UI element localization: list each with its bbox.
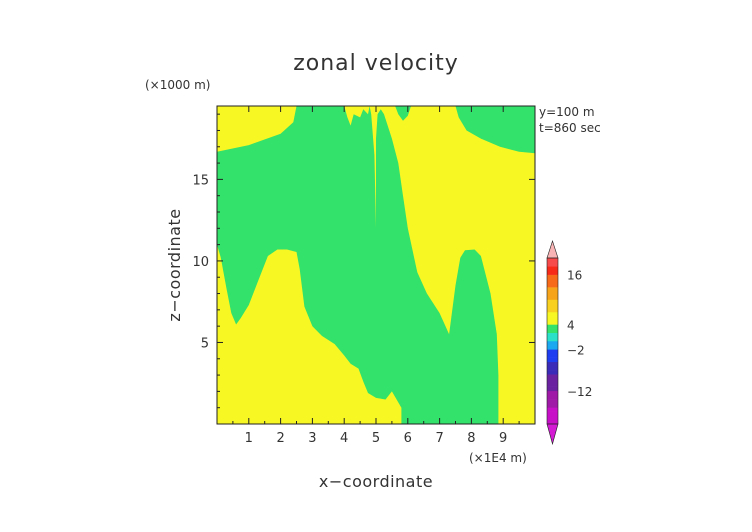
- colorbar-tick-label: −2: [567, 343, 585, 357]
- colorbar-tick-label: 16: [567, 269, 582, 283]
- colorbar-band: [547, 303, 558, 309]
- colorbar-band: [547, 262, 558, 267]
- colorbar-band: [547, 266, 558, 271]
- colorbar-band: [547, 407, 558, 412]
- y-tick-label: 15: [192, 173, 209, 188]
- x-tick-label: 5: [372, 431, 380, 446]
- colorbar-tick-label: 4: [567, 318, 575, 332]
- colorbar: [546, 240, 559, 446]
- x-tick-label: 8: [467, 431, 475, 446]
- colorbar-band: [547, 320, 558, 325]
- colorbar-band: [547, 386, 558, 392]
- region-green-1: [376, 109, 499, 424]
- colorbar-band: [547, 399, 558, 404]
- colorbar-band: [547, 311, 558, 317]
- colorbar-band: [547, 278, 558, 284]
- x-axis-label: x−coordinate: [319, 472, 433, 491]
- x-tick-label: 6: [404, 431, 412, 446]
- colorbar-band: [547, 390, 558, 396]
- colorbar-band: [547, 357, 558, 363]
- x-tick-label: 1: [245, 431, 253, 446]
- colorbar-band: [547, 316, 558, 321]
- x-tick-label: 2: [276, 431, 284, 446]
- y-axis: 5 10 15: [192, 113, 535, 409]
- colorbar-band: [547, 403, 558, 408]
- colorbar-band: [547, 378, 558, 383]
- colorbar-band: [547, 295, 558, 300]
- colorbar-arrow-top: [546, 240, 559, 259]
- colorbar-band: [547, 415, 558, 421]
- region-green-3: [455, 106, 535, 154]
- colorbar-band: [547, 270, 558, 275]
- plot-area: [216, 105, 536, 425]
- colorbar-band: [547, 299, 558, 304]
- colorbar-band: [547, 382, 558, 387]
- x-tick-label: 4: [340, 431, 348, 446]
- annotation-t: t=860 sec: [539, 121, 601, 135]
- colorbar-band: [547, 349, 558, 354]
- colorbar-frame: [546, 257, 559, 425]
- colorbar-tick-label: −12: [567, 385, 592, 399]
- colorbar-band: [547, 307, 558, 313]
- colorbar-labels: 16 4 −2 −12: [567, 269, 592, 399]
- colorbar-band: [547, 258, 558, 263]
- colorbar-band: [547, 394, 558, 400]
- colorbar-band: [547, 324, 558, 329]
- y-tick-label: 5: [201, 336, 209, 351]
- y-unit-label: (×1000 m): [145, 78, 210, 92]
- colorbar-band: [547, 287, 558, 292]
- colorbar-band: [547, 282, 558, 288]
- y-axis-label: z−coordinate: [165, 208, 184, 321]
- colorbar-band: [547, 365, 558, 371]
- colorbar-band: [547, 370, 558, 375]
- colorbar-band: [547, 374, 558, 379]
- colorbar-band: [547, 291, 558, 296]
- x-axis: 1 2 3 4 5 6 7 8 9: [232, 106, 520, 446]
- chart-title: zonal velocity: [293, 51, 459, 76]
- colorbar-band: [547, 361, 558, 367]
- region-green-0: [217, 106, 376, 398]
- colorbar-band: [547, 274, 558, 280]
- colorbar-band: [547, 328, 558, 333]
- colorbar-arrow-bottom: [546, 423, 559, 446]
- x-tick-label: 9: [499, 431, 507, 446]
- x-unit-label: (×1E4 m): [469, 451, 527, 465]
- contour-regions: [217, 106, 535, 424]
- annotation-y: y=100 m: [539, 105, 595, 119]
- x-tick-label: 7: [435, 431, 443, 446]
- colorbar-band: [547, 341, 558, 346]
- colorbar-band: [547, 332, 558, 338]
- y-tick-label: 10: [192, 255, 209, 270]
- colorbar-band: [547, 345, 558, 350]
- colorbar-band: [547, 353, 558, 358]
- colorbar-band: [547, 419, 558, 425]
- colorbar-band: [547, 336, 558, 342]
- region-green-2: [395, 106, 411, 121]
- colorbar-band: [547, 411, 558, 416]
- x-tick-label: 3: [308, 431, 316, 446]
